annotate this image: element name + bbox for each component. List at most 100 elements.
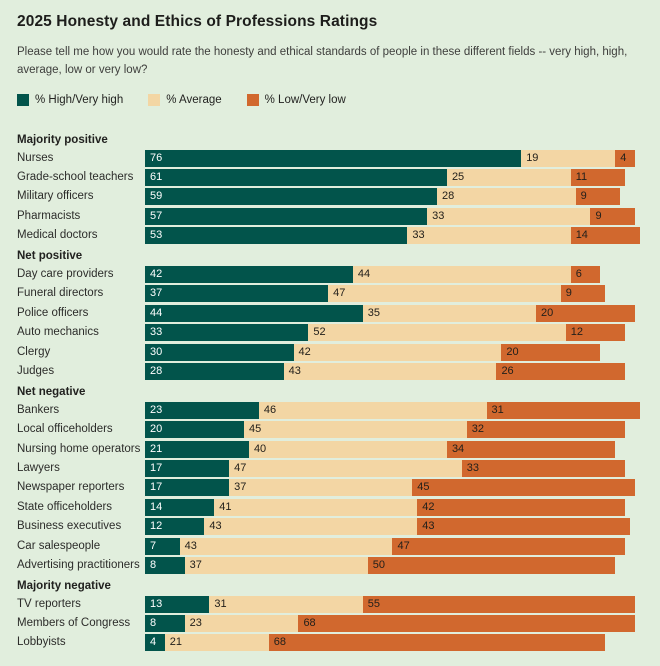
bar-segment-low: 14 [570,227,640,245]
legend: % High/Very high % Average % Low/Very low [17,93,640,107]
legend-swatch-low-icon [246,94,259,107]
bar-segment-high: 57 [145,207,428,225]
bar-segment-low: 6 [570,266,601,284]
table-row: Medical doctors 53 33 14 [17,227,640,246]
bar-group: 30 42 20 [145,343,640,361]
bar-segment-avg: 19 [521,149,616,167]
profession-label: Local officeholders [17,423,113,436]
table-row: Nursing home operators 21 40 34 [17,440,640,460]
bar-group: 17 37 45 [145,479,640,497]
bar-value: 47 [397,539,410,552]
bar-segment-low: 20 [536,304,636,322]
bar-group: 14 41 42 [145,498,640,516]
bar-value: 47 [333,287,346,300]
profession-label: Car salespeople [17,539,101,552]
bar-value: 42 [150,268,163,281]
table-row: Nurses 76 19 4 [17,149,640,169]
bar-segment-low: 26 [496,363,626,380]
table-row: Local officeholders 20 45 32 [17,421,640,440]
bar-segment-avg: 46 [258,401,487,419]
bar-value: 59 [150,190,163,203]
bar-group: 44 35 20 [145,304,640,322]
bar-group: 21 40 34 [145,440,640,458]
bar-group: 61 25 11 [145,169,640,187]
group-header: Net negative [17,386,86,399]
bar-segment-high: 17 [145,479,230,497]
bar-group: 53 33 14 [145,227,640,245]
table-row: Grade-school teachers 61 25 11 [17,169,640,188]
bar-value: 32 [471,423,484,436]
bar-segment-high: 37 [145,285,329,303]
bar-value: 33 [466,461,480,474]
bar-value: 40 [253,442,267,455]
bar-segment-low: 9 [560,285,606,303]
bar-segment-avg: 23 [184,615,299,633]
bar-group: 28 43 26 [145,363,640,380]
group-header: Net positive [17,250,83,263]
profession-label: Lawyers [17,461,60,474]
bar-segment-low: 55 [362,595,636,613]
bar-segment-low: 31 [486,401,640,419]
legend-item-high: % High/Very high [17,94,123,107]
bar-segment-low: 32 [466,421,626,439]
bar-segment-low: 34 [446,440,616,458]
table-row: Bankers 23 46 31 [17,401,640,421]
bar-value: 11 [575,171,588,184]
bar-segment-avg: 47 [328,285,561,303]
bar-segment-high: 33 [145,324,309,342]
table-row: Pharmacists 57 33 9 [17,207,640,227]
bar-value: 42 [422,500,435,513]
bar-value: 23 [150,403,163,416]
legend-label: % Average [166,94,222,107]
bar-value: 13 [150,597,163,610]
bar-value: 30 [150,345,163,358]
bar-segment-high: 4 [145,634,165,652]
bar-segment-high: 53 [145,227,408,245]
table-row: Day care providers 42 44 6 [17,266,640,285]
profession-label: Medical doctors [17,229,98,242]
bar-group: 42 44 6 [145,266,640,284]
table-row: Clergy 30 42 20 [17,343,640,363]
bar-value: 35 [367,306,381,319]
bar-value: 19 [526,151,539,164]
bar-value: 37 [234,481,247,494]
bar-group: 13 31 55 [145,595,640,613]
bar-group: 8 37 50 [145,556,640,574]
bar-value: 14 [150,500,163,513]
page-title: 2025 Honesty and Ethics of Professions R… [17,13,378,30]
profession-label: Bankers [17,403,60,416]
bar-segment-high: 17 [145,459,230,477]
table-row: Funeral directors 37 47 9 [17,285,640,304]
bar-segment-high: 23 [145,401,259,419]
bar-group: 8 23 68 [145,615,640,633]
bar-value: 25 [451,171,465,184]
bar-value: 9 [565,287,572,300]
bar-segment-low: 11 [570,169,626,187]
bar-segment-avg: 43 [283,363,497,380]
bar-value: 46 [263,403,277,416]
bar-value: 50 [372,558,385,571]
bar-segment-avg: 25 [446,169,571,187]
bar-value: 68 [273,636,286,649]
bar-segment-avg: 28 [437,188,576,206]
bar-segment-avg: 37 [184,556,368,574]
bar-value: 26 [501,365,514,377]
bar-segment-avg: 43 [179,537,393,555]
legend-label: % Low/Very low [264,94,346,107]
survey-question: Please tell me how you would rate the ho… [17,46,628,77]
bar-value: 4 [150,636,157,649]
profession-label: Pharmacists [17,209,81,222]
bar-value: 8 [150,617,157,630]
bar-segment-avg: 52 [308,324,566,342]
profession-label: Police officers [17,306,89,319]
bar-value: 31 [214,597,227,610]
bar-value: 20 [506,345,519,358]
stacked-bar-chart: Majority positive Nurses 76 19 4 Grade-school… [17,130,640,654]
bar-value: 57 [150,209,163,222]
bar-value: 61 [150,171,163,184]
bar-segment-high: 12 [145,518,205,536]
bar-value: 34 [451,442,465,455]
bar-segment-avg: 21 [164,634,269,652]
bar-value: 47 [234,461,247,474]
bar-segment-high: 28 [145,363,284,380]
